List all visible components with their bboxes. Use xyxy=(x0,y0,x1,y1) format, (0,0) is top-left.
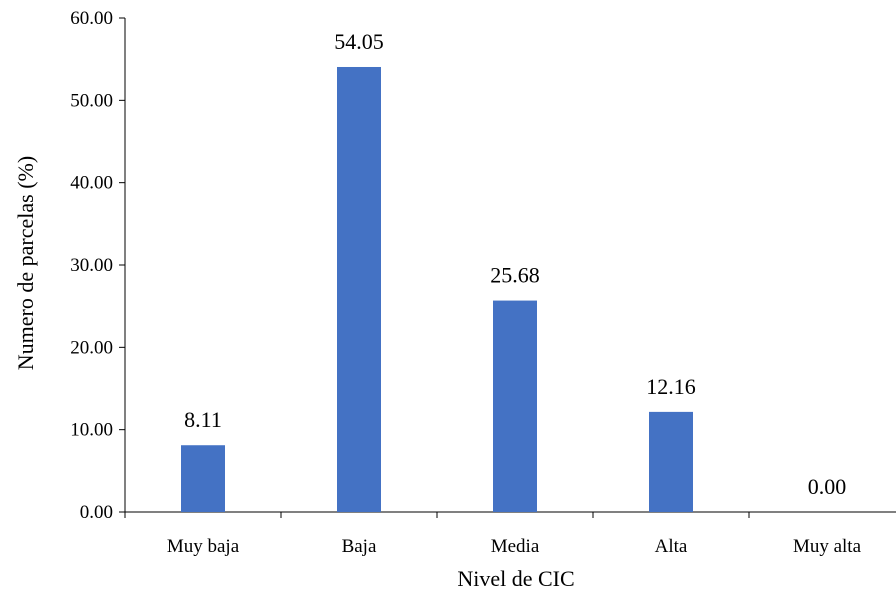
y-tick-label: 0.00 xyxy=(80,502,113,523)
x-tick-label: Media xyxy=(491,536,540,557)
x-tick-label: Muy baja xyxy=(167,536,240,557)
x-axis: Muy baja Baja Media Alta Muy alta xyxy=(124,511,896,557)
y-tick-label: 50.00 xyxy=(70,90,113,111)
y-tick-label: 30.00 xyxy=(70,255,113,276)
bars xyxy=(181,66,693,512)
bar xyxy=(649,411,693,512)
y-axis-title: Numero de parcelas (%) xyxy=(13,156,38,370)
data-label: 25.68 xyxy=(490,263,540,288)
x-tick-label: Alta xyxy=(655,536,688,557)
data-label: 12.16 xyxy=(646,374,696,399)
data-label: 0.00 xyxy=(808,474,847,499)
y-tick-label: 40.00 xyxy=(70,173,113,194)
y-tick-label: 60.00 xyxy=(70,8,113,29)
data-label: 54.05 xyxy=(334,29,384,54)
y-axis: 0.00 10.00 20.00 30.00 40.00 50.00 60.00 xyxy=(70,8,126,523)
y-tick-label: 10.00 xyxy=(70,420,113,441)
x-tick-label: Muy alta xyxy=(793,536,862,557)
bar xyxy=(493,300,537,512)
y-tick-label: 20.00 xyxy=(70,337,113,358)
x-axis-title: Nivel de CIC xyxy=(457,566,574,591)
data-labels: 8.11 54.05 25.68 12.16 0.00 xyxy=(184,29,846,499)
data-label: 8.11 xyxy=(184,407,222,432)
bar xyxy=(337,66,381,512)
x-tick-label: Baja xyxy=(342,536,377,557)
bar xyxy=(181,445,225,512)
